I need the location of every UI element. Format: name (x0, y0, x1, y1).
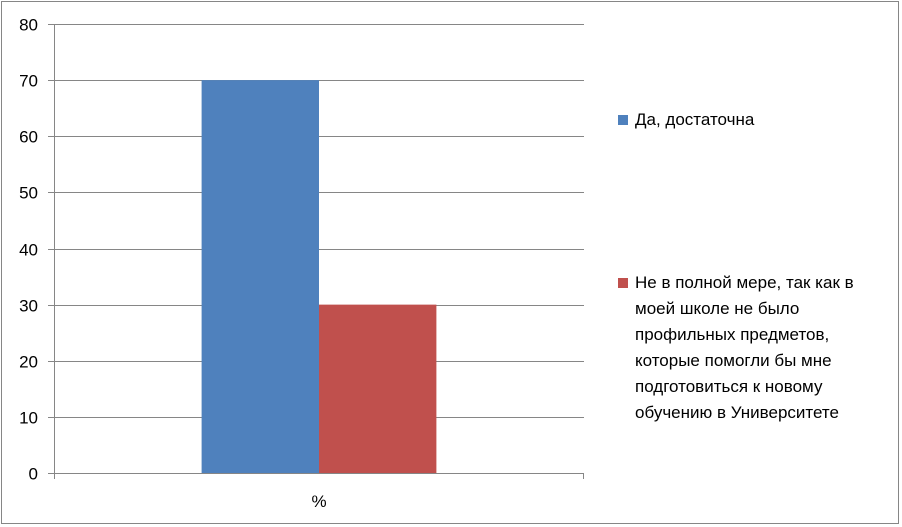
bar-series-1-0 (201, 80, 319, 473)
legend-label-1: Да, достаточна (635, 110, 755, 129)
tick-labels: 0 10 20 30 40 50 60 70 80% (19, 16, 326, 512)
legend-swatch-2 (618, 278, 628, 288)
y-tick-label-20: 20 (19, 353, 38, 372)
y-tick-label-10: 10 (19, 409, 38, 428)
x-tick-label-0: % (311, 492, 326, 511)
axes (48, 24, 584, 479)
bar-series-2-0 (319, 304, 437, 473)
y-tick-label-40: 40 (19, 241, 38, 260)
y-tick-label-70: 70 (19, 72, 38, 91)
legend-label-2: Не в полной мере, так как в моей школе н… (635, 273, 854, 422)
y-tick-label-0: 0 (29, 465, 38, 484)
bars (201, 80, 437, 473)
y-tick-label-80: 80 (19, 16, 38, 35)
y-tick-label-60: 60 (19, 128, 38, 147)
y-tick-label-50: 50 (19, 184, 38, 203)
y-tick-label-30: 30 (19, 297, 38, 316)
legend-swatch-1 (618, 115, 628, 125)
